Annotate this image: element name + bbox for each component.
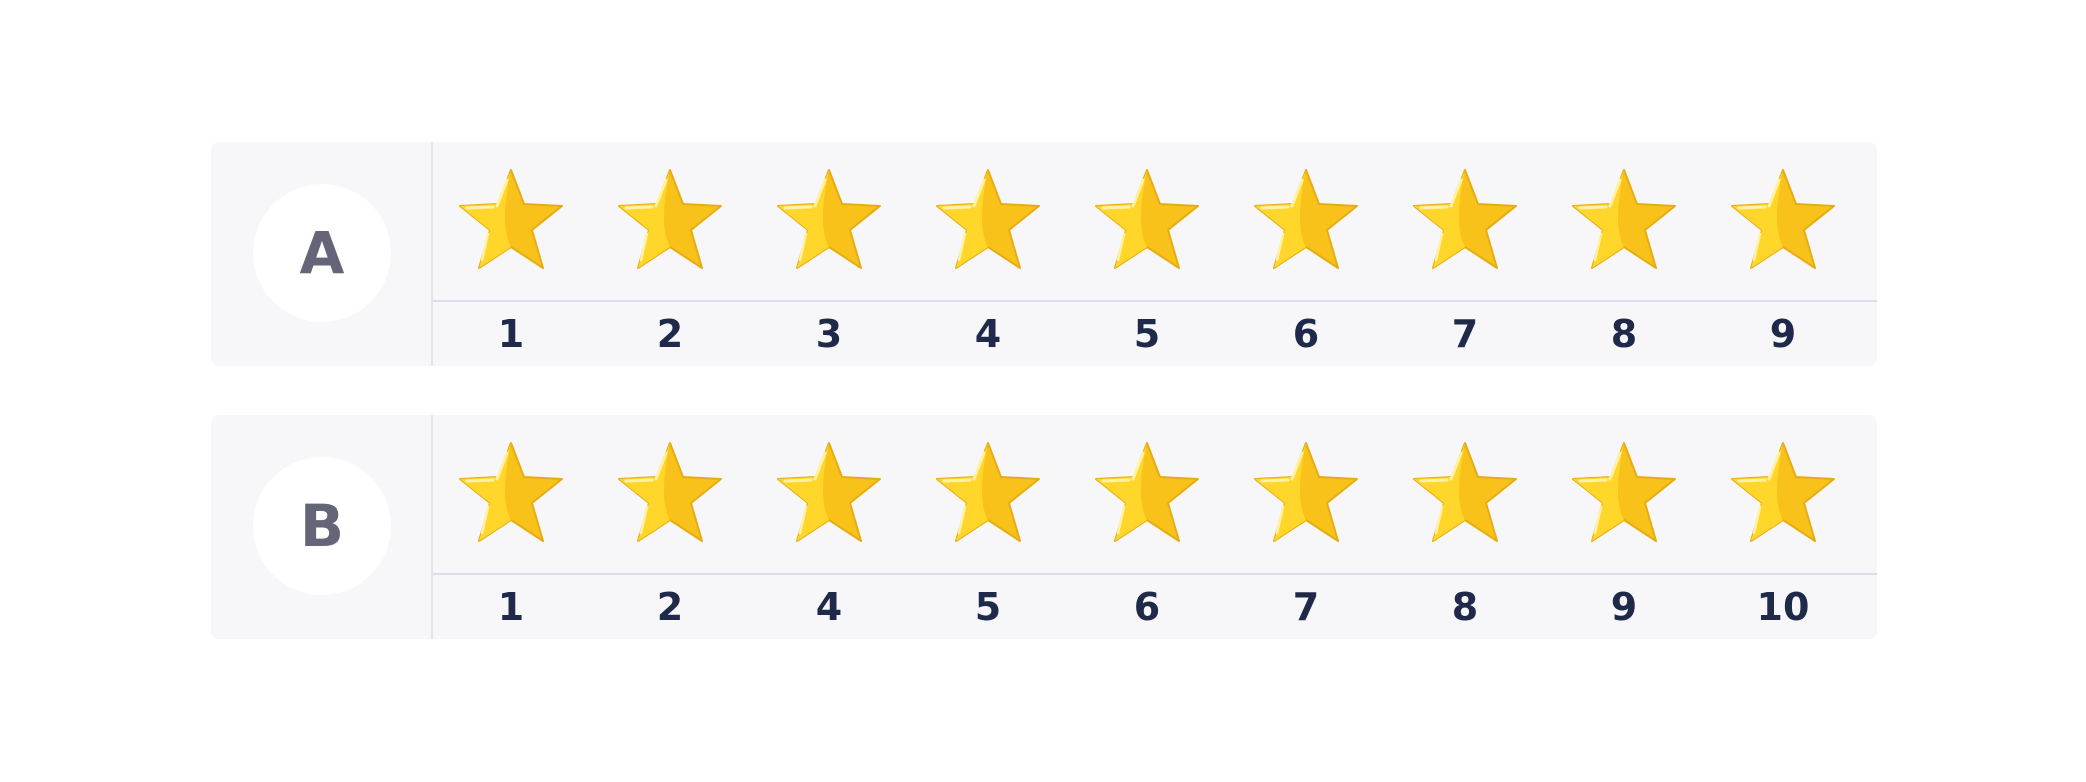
star-icon [1091, 439, 1203, 547]
number-a-2: 2 [656, 312, 684, 356]
label-cell-a: A [211, 142, 433, 366]
star-icon [1091, 166, 1203, 274]
star-icon [1727, 166, 1839, 274]
number-a-7: 7 [1451, 312, 1479, 356]
number-b-7: 8 [1451, 585, 1479, 629]
star-icon [1568, 439, 1680, 547]
star-icon [932, 439, 1044, 547]
star-icon [1250, 439, 1362, 547]
row-b: B 1 2 4 5 6 7 8 9 10 [211, 415, 1877, 639]
number-b-5: 6 [1133, 585, 1161, 629]
number-b-1: 1 [497, 585, 525, 629]
number-a-1: 1 [497, 312, 525, 356]
number-a-3: 3 [815, 312, 843, 356]
numbers-area-b: 1 2 4 5 6 7 8 9 10 [433, 575, 1877, 639]
number-b-6: 7 [1292, 585, 1320, 629]
number-b-2: 2 [656, 585, 684, 629]
star-icon [773, 439, 885, 547]
number-b-4: 5 [974, 585, 1002, 629]
row-label-b: B [253, 457, 391, 595]
number-a-5: 5 [1133, 312, 1161, 356]
star-icon [1409, 439, 1521, 547]
star-icon [1727, 439, 1839, 547]
star-icon [614, 166, 726, 274]
star-icon [773, 166, 885, 274]
numbers-area-a: 1 2 3 4 5 6 7 8 9 [433, 302, 1877, 366]
star-icon [932, 166, 1044, 274]
number-b-9: 10 [1756, 585, 1810, 629]
number-a-8: 8 [1610, 312, 1638, 356]
star-icon [455, 166, 567, 274]
number-a-9: 9 [1769, 312, 1797, 356]
star-icon [1568, 166, 1680, 274]
number-a-6: 6 [1292, 312, 1320, 356]
number-b-8: 9 [1610, 585, 1638, 629]
number-b-3: 4 [815, 585, 843, 629]
row-a: A 1 2 3 4 5 6 7 8 9 [211, 142, 1877, 366]
star-icon [1409, 166, 1521, 274]
row-label-a: A [253, 184, 391, 322]
stars-area-a [433, 142, 1877, 302]
stars-area-b [433, 415, 1877, 575]
star-icon [1250, 166, 1362, 274]
number-a-4: 4 [974, 312, 1002, 356]
star-icon [455, 439, 567, 547]
star-icon [614, 439, 726, 547]
label-cell-b: B [211, 415, 433, 639]
